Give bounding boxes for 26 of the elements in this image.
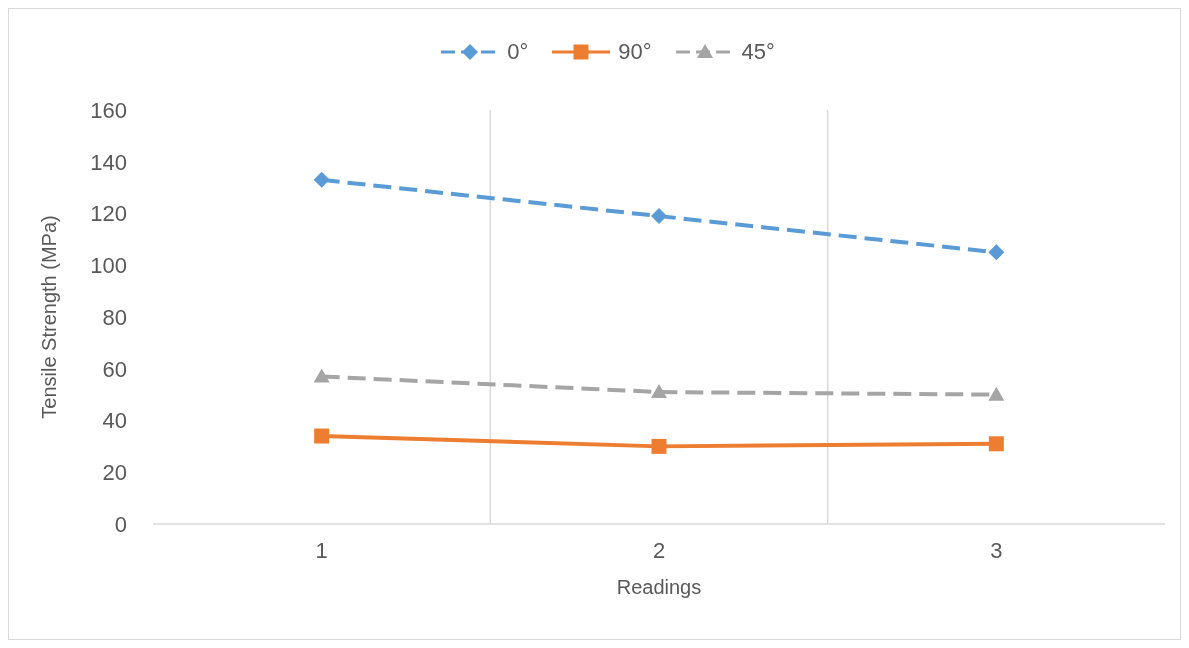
y-axis-title: Tensile Strength (MPa) xyxy=(38,215,61,419)
legend-label: 0° xyxy=(507,39,529,65)
point xyxy=(313,171,330,188)
point xyxy=(988,386,1005,401)
legend-label: 45° xyxy=(741,39,775,65)
x-axis-title: Readings xyxy=(616,576,702,598)
y-tick-label: 120 xyxy=(90,201,127,227)
y-tick-label: 140 xyxy=(90,149,127,175)
point xyxy=(651,438,667,454)
legend-label: 90° xyxy=(618,39,652,65)
point xyxy=(651,208,667,225)
y-tick-label: 40 xyxy=(102,408,127,434)
point xyxy=(314,428,330,444)
y-tick-label: 20 xyxy=(102,460,127,486)
y-tick-label: 160 xyxy=(90,97,127,123)
x-tick-label: 2 xyxy=(652,537,666,563)
y-tick-label: 0 xyxy=(114,511,127,537)
x-tick-label: 3 xyxy=(990,537,1003,563)
point xyxy=(988,436,1004,452)
y-tick-label: 60 xyxy=(102,356,127,382)
y-tick-label: 80 xyxy=(102,304,127,330)
x-tick-label: 1 xyxy=(315,537,328,563)
point xyxy=(651,384,667,399)
point xyxy=(313,368,330,383)
point xyxy=(988,244,1005,261)
y-tick-label: 100 xyxy=(90,253,127,279)
